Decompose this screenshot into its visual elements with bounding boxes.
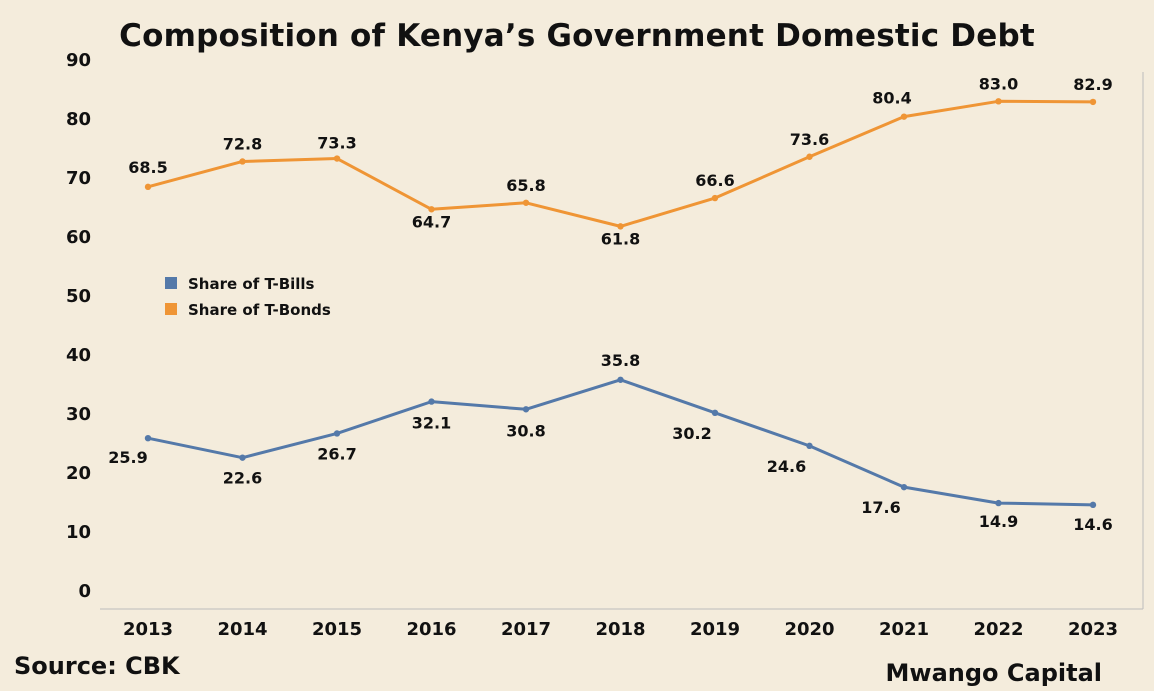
data-point	[900, 113, 908, 120]
data-label: 72.8	[223, 134, 262, 153]
data-point	[900, 483, 908, 491]
data-label: 14.6	[1073, 515, 1112, 534]
data-point	[522, 199, 530, 206]
x-tick-label: 2022	[973, 619, 1023, 640]
x-tick-label: 2019	[690, 619, 740, 640]
x-tick-label: 2013	[123, 619, 173, 640]
data-label: 14.9	[979, 512, 1018, 531]
y-tick-label: 40	[66, 345, 91, 366]
x-tick-label: 2020	[784, 619, 834, 640]
x-tick-label: 2021	[879, 619, 929, 640]
y-tick-label: 90	[66, 50, 91, 71]
data-label: 25.9	[108, 448, 147, 467]
data-label: 26.7	[317, 444, 356, 463]
data-point	[806, 442, 813, 450]
y-axis-ticks: 0 10 20 30 40 50 60 70 80 90	[66, 50, 91, 602]
data-point	[522, 406, 530, 413]
legend-label: Share of T-Bonds	[188, 301, 331, 319]
x-tick-label: 2016	[406, 619, 456, 640]
series-lines	[144, 98, 1097, 509]
data-label: 65.8	[506, 176, 545, 195]
y-tick-label: 60	[66, 227, 91, 248]
y-tick-label: 80	[66, 109, 91, 130]
data-label: 30.8	[506, 421, 545, 440]
brand-name: Mwango Capital	[885, 659, 1102, 687]
legend-swatch	[165, 277, 177, 289]
series-line-0	[147, 378, 1094, 507]
data-point	[617, 376, 624, 383]
data-point	[806, 153, 813, 160]
legend-swatch	[165, 303, 177, 315]
data-label: 32.1	[412, 414, 451, 433]
x-tick-label: 2017	[501, 619, 551, 640]
y-tick-label: 50	[66, 286, 91, 307]
x-axis-ticks: 2013 2014 2015 2016 2017 2018 2019 2020 2021 2022…	[123, 619, 1118, 640]
y-tick-label: 20	[66, 463, 91, 484]
data-label: 73.6	[790, 130, 829, 149]
source-note: Source: CBK	[14, 652, 180, 680]
data-point	[333, 155, 341, 162]
data-point	[711, 194, 719, 202]
data-point	[1089, 501, 1097, 509]
data-point	[144, 183, 152, 191]
y-tick-label: 30	[66, 404, 91, 425]
data-labels: 25.9 22.6 26.7 32.1 30.8 35.8 30.2 24.6 17.6 14.9…	[108, 74, 1112, 534]
data-point	[333, 430, 341, 437]
legend: Share of T-Bills Share of T-Bonds	[165, 275, 331, 319]
data-label: 82.9	[1073, 75, 1112, 94]
data-label: 64.7	[412, 212, 451, 231]
x-tick-label: 2015	[312, 619, 362, 640]
data-label: 66.6	[695, 171, 734, 190]
data-label: 61.8	[601, 229, 640, 248]
data-label: 22.6	[223, 469, 262, 488]
chart-title: Composition of Kenya’s Government Domest…	[119, 18, 1035, 54]
data-point	[239, 158, 246, 165]
data-point	[617, 223, 624, 230]
data-point	[428, 206, 435, 213]
data-label: 68.5	[128, 158, 167, 177]
data-point	[711, 409, 719, 417]
data-label: 35.8	[601, 351, 640, 370]
y-tick-label: 70	[66, 168, 91, 189]
data-point	[239, 454, 246, 461]
data-point	[428, 398, 435, 405]
y-tick-label: 10	[66, 522, 91, 543]
series-line-1	[147, 99, 1094, 228]
data-label: 80.4	[872, 89, 911, 108]
data-point	[995, 499, 1002, 507]
x-tick-label: 2014	[217, 619, 267, 640]
data-point	[1089, 98, 1097, 106]
data-label: 24.6	[767, 457, 806, 476]
x-tick-label: 2018	[595, 619, 645, 640]
data-label: 30.2	[672, 424, 711, 443]
legend-label: Share of T-Bills	[188, 275, 315, 293]
data-label: 17.6	[861, 498, 900, 517]
data-label: 83.0	[979, 74, 1018, 93]
data-label: 73.3	[317, 134, 356, 153]
y-tick-label: 0	[78, 581, 91, 602]
x-tick-label: 2023	[1068, 619, 1118, 640]
data-point	[995, 98, 1002, 105]
data-point	[144, 434, 152, 442]
